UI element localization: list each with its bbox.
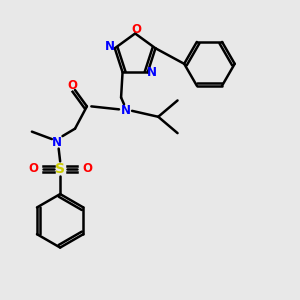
Text: O: O (67, 79, 77, 92)
Text: N: N (121, 104, 130, 117)
Text: O: O (28, 162, 38, 175)
Text: N: N (52, 136, 62, 148)
Text: O: O (132, 22, 142, 35)
Text: S: S (55, 162, 65, 176)
Text: N: N (104, 40, 114, 53)
Text: O: O (82, 162, 92, 175)
Text: N: N (147, 66, 157, 79)
